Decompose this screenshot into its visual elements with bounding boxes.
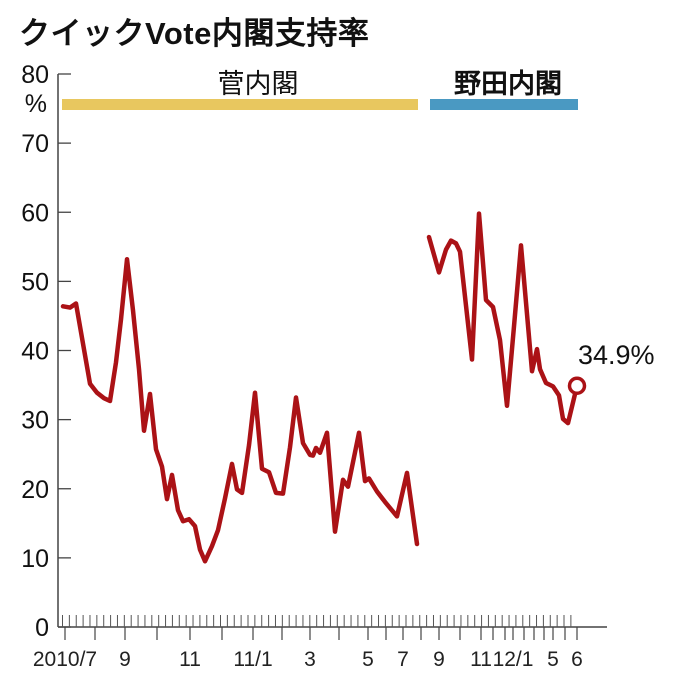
y-axis-unit-label: % — [25, 90, 47, 118]
latest-point-marker — [567, 376, 587, 396]
y-tick-label: 80 — [21, 61, 49, 89]
noda-cabinet-label: 野田内閣 — [454, 69, 562, 99]
y-tick-label: 40 — [21, 338, 49, 366]
x-tick-label: 7 — [397, 648, 409, 671]
y-tick-label: 10 — [21, 545, 49, 573]
kan-series-line — [60, 257, 420, 564]
latest-value-annotation: 34.9% — [578, 340, 655, 370]
noda-period-bar — [430, 99, 578, 110]
x-tick-label: 5 — [362, 648, 374, 671]
chart-title: クイックVote内閣支持率 — [19, 16, 370, 51]
x-tick-label: 3 — [304, 648, 316, 671]
y-tick-label: 0 — [35, 614, 49, 642]
y-tick-label: 60 — [21, 199, 49, 227]
x-tick-label: 11/1 — [233, 648, 272, 671]
x-tick-label: 2010/7 — [33, 648, 97, 671]
x-tick-label: 11 — [179, 648, 201, 671]
x-tick-label: 5 — [547, 648, 559, 671]
x-tick-label: 6 — [571, 648, 583, 671]
y-tick-label: 70 — [21, 130, 49, 158]
kan-cabinet-label: 菅内閣 — [217, 69, 299, 99]
x-tick-label: 9 — [119, 648, 131, 671]
kan-period-bar — [62, 99, 418, 110]
x-tick-label: 9 — [433, 648, 445, 671]
y-tick-label: 20 — [21, 476, 49, 504]
x-tick-label: 11 — [470, 648, 492, 671]
x-tick-label: 12/1 — [493, 648, 534, 671]
noda-series-line — [426, 211, 580, 426]
y-tick-label: 30 — [21, 407, 49, 435]
y-tick-label: 50 — [21, 268, 49, 296]
